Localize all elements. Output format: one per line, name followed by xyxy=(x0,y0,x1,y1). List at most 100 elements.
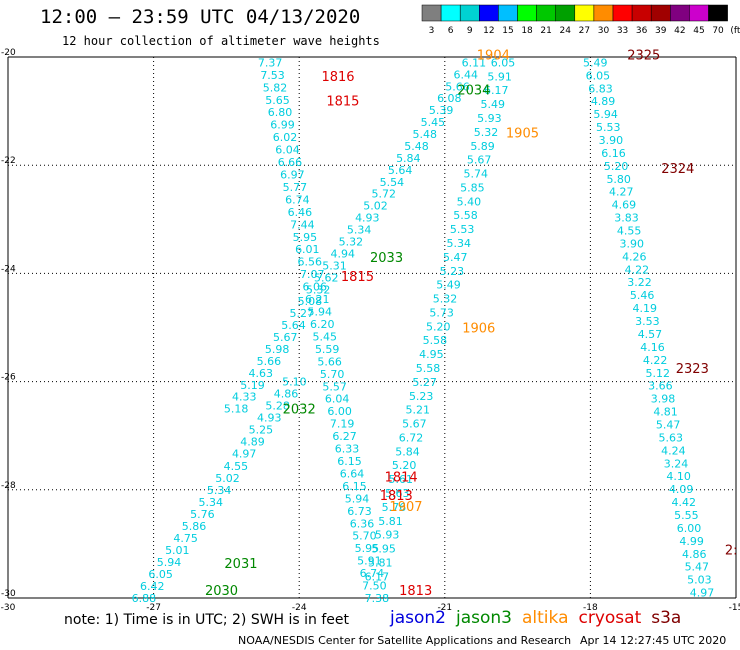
y-tick-label: -22 xyxy=(1,156,16,166)
swh-value: 5.32 xyxy=(306,283,331,296)
y-tick-label: -30 xyxy=(1,589,16,599)
chart-title: 12:00 – 23:59 UTC 04/13/2020 xyxy=(40,6,361,28)
swh-value: 4.94 xyxy=(330,247,355,260)
swh-value: 5.94 xyxy=(345,492,370,505)
swh-value: 6.05 xyxy=(148,568,173,581)
swh-values: 7.377.535.825.656.806.996.026.046.666.97… xyxy=(132,56,715,605)
swh-value: 5.76 xyxy=(382,501,407,514)
color-swatch xyxy=(612,4,633,22)
pass-label: 1814 xyxy=(385,470,418,485)
swh-value: 4.99 xyxy=(679,535,704,548)
swh-value: 5.81 xyxy=(378,515,403,528)
swh-value: 5.54 xyxy=(380,176,405,189)
mission-legend-jason3: jason3 xyxy=(456,608,512,628)
pass-label: 1813 xyxy=(380,489,413,504)
swh-value: 6.17 xyxy=(484,84,509,97)
swh-value: 5.81 xyxy=(368,556,393,569)
swh-value: 5.91 xyxy=(357,555,382,568)
swh-value: 6.16 xyxy=(601,147,626,160)
swh-value: 5.64 xyxy=(388,164,413,177)
swh-value: 6.00 xyxy=(327,405,352,418)
swh-value: 6.20 xyxy=(310,318,335,331)
swh-value: 5.85 xyxy=(460,181,485,194)
swh-value: 5.80 xyxy=(606,173,631,186)
swh-value: 5.64 xyxy=(281,319,306,332)
color-scale-label: 3 xyxy=(429,26,435,36)
swh-value: 5.27 xyxy=(289,307,314,320)
swh-value: 5.20 xyxy=(604,160,629,173)
swh-value: 5.53 xyxy=(596,121,621,134)
swh-value: 7.50 xyxy=(362,580,387,593)
swh-value: 4.42 xyxy=(672,496,697,509)
chart-subtitle: 12 hour collection of altimeter wave hei… xyxy=(62,34,380,48)
swh-value: 4.22 xyxy=(643,354,668,367)
swh-value: 5.48 xyxy=(412,128,437,141)
pass-label: 2: xyxy=(725,543,738,558)
swh-value: 5.94 xyxy=(307,306,332,319)
swh-value: 5.55 xyxy=(674,509,699,522)
grid-lines xyxy=(7,56,737,599)
mission-legend-s3a: s3a xyxy=(651,608,682,628)
swh-value: 4.86 xyxy=(274,388,299,401)
swh-value: 5.82 xyxy=(263,81,288,94)
swh-value: 6.11 xyxy=(462,56,487,69)
color-swatch xyxy=(498,4,518,22)
swh-value: 6.17 xyxy=(365,570,390,583)
swh-value: 5.49 xyxy=(481,98,506,111)
swh-value: 6.97 xyxy=(280,169,305,182)
swh-value: 3.24 xyxy=(664,457,689,470)
swh-value: 5.57 xyxy=(322,380,347,393)
swh-value: 5.34 xyxy=(207,484,232,497)
pass-label: 2325 xyxy=(627,48,660,63)
generated-timestamp: Apr 14 12:27:45 UTC 2020 xyxy=(580,634,727,647)
swh-value: 4.93 xyxy=(355,212,380,225)
swh-value: 4.33 xyxy=(232,391,257,404)
pass-label: 2030 xyxy=(205,584,238,599)
swh-value: 4.89 xyxy=(240,436,265,449)
pass-label: 2324 xyxy=(661,162,694,177)
swh-value: 5.58 xyxy=(416,362,441,375)
swh-value: 5.70 xyxy=(352,530,377,543)
swh-value: 6.01 xyxy=(295,243,320,256)
swh-value: 6.04 xyxy=(325,393,350,406)
swh-value: 6.27 xyxy=(332,430,357,443)
swh-value: 6.36 xyxy=(350,517,375,530)
y-tick-label: -26 xyxy=(1,373,16,383)
swh-value: 5.47 xyxy=(443,251,468,264)
swh-value: 5.93 xyxy=(375,529,400,542)
swh-value: 4.63 xyxy=(248,367,273,380)
color-scale-label: 27 xyxy=(579,26,590,36)
color-swatch xyxy=(670,4,690,22)
x-tick-label: -30 xyxy=(1,603,16,613)
swh-value: 5.65 xyxy=(265,94,290,107)
swh-value: 5.49 xyxy=(436,279,461,292)
swh-value: 5.39 xyxy=(429,104,454,117)
swh-value: 5.94 xyxy=(157,556,182,569)
pass-label: 2034 xyxy=(457,83,490,98)
swh-value: 5.84 xyxy=(396,152,421,165)
swh-value: 4.86 xyxy=(682,548,707,561)
color-scale-label: 39 xyxy=(655,26,667,36)
color-swatch xyxy=(631,4,652,22)
swh-value: 6.33 xyxy=(335,443,360,456)
color-scale-label: 12 xyxy=(483,26,494,36)
swh-value: 3.90 xyxy=(599,134,624,147)
swh-value: 5.73 xyxy=(429,306,454,319)
swh-value: 4.22 xyxy=(625,263,650,276)
swh-value: 5.28 xyxy=(265,400,290,413)
color-scale-label: 6 xyxy=(448,26,454,36)
swh-value: 5.23 xyxy=(440,265,465,278)
swh-value: 4.75 xyxy=(173,532,198,545)
swh-value: 5.20 xyxy=(426,320,451,333)
swh-value: 5.46 xyxy=(630,289,655,302)
swh-value: 5.45 xyxy=(421,116,446,129)
color-scale-label: 36 xyxy=(636,26,648,36)
color-scale-label: (ft) xyxy=(730,26,740,36)
swh-value: 5.66 xyxy=(317,355,342,368)
swh-value: 6.15 xyxy=(337,455,362,468)
pass-label: 1816 xyxy=(321,70,354,85)
color-scale-label: 21 xyxy=(540,26,551,36)
swh-value: 5.84 xyxy=(395,445,420,458)
